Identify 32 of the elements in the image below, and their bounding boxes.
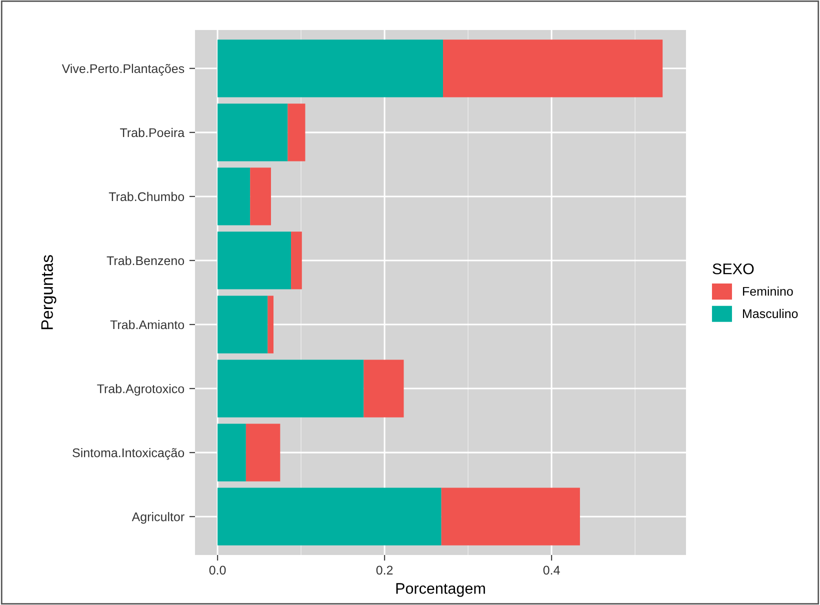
legend-label: Masculino (743, 308, 798, 318)
bar (441, 488, 580, 546)
y-tick-label: Vive.Perto.Plantações (62, 64, 184, 76)
bar (443, 40, 663, 98)
x-tick-label: 0.4 (543, 566, 560, 575)
bar (218, 360, 364, 418)
bar (218, 424, 246, 482)
legend-title: SEXO (712, 263, 754, 274)
y-tick-label: Sintoma.Intoxicação (72, 448, 184, 460)
bar (250, 168, 271, 226)
y-tick-label: Trab.Chumbo (108, 192, 184, 202)
bar (291, 232, 302, 290)
bar (268, 296, 274, 354)
y-axis-title: Perguntas (41, 255, 56, 330)
y-tick-label: Trab.Benzeno (106, 256, 184, 266)
bar (218, 296, 268, 354)
x-tick-label: 0.0 (209, 566, 226, 575)
bar (288, 104, 306, 162)
y-tick-label: Trab.Amianto (110, 320, 184, 330)
x-axis-title: Porcentagem (396, 583, 485, 597)
y-tick-label: Trab.Agrotoxico (97, 384, 184, 396)
bar (218, 488, 442, 546)
bar (364, 360, 404, 418)
bar (246, 424, 280, 482)
bar (218, 104, 288, 162)
bar (218, 168, 250, 226)
bar (218, 40, 444, 98)
x-tick-label: 0.2 (376, 566, 393, 575)
y-tick-label: Agricultor (132, 512, 184, 524)
y-tick-label: Trab.Poeira (120, 128, 185, 138)
legend-label: Feminino (743, 286, 793, 296)
bar (218, 232, 292, 290)
